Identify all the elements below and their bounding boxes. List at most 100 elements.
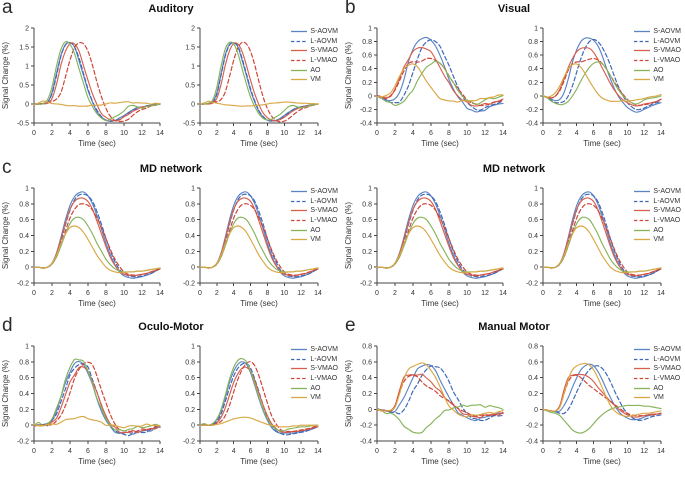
x-tick-label: 12 [297, 290, 305, 297]
y-tick-label: 0 [191, 102, 195, 109]
y-tick-label: 0.4 [19, 233, 29, 240]
series-line-l-aovm [542, 38, 662, 111]
y-tick-label: 0.4 [528, 375, 538, 382]
x-tick-label: 4 [411, 290, 415, 297]
panel-letter: d [2, 315, 13, 336]
y-tick-label: -0.2 [526, 107, 538, 114]
x-tick-label: 10 [623, 290, 631, 297]
series-line-vm [542, 362, 662, 418]
x-tick-label: 8 [447, 290, 451, 297]
legend: S-AOVM L-AOVM S-VMAO L-VMAO AO VM [291, 27, 338, 85]
x-tick-label: 10 [623, 448, 631, 455]
y-tick-label: 0.4 [362, 233, 372, 240]
y-tick-label: 0.6 [19, 217, 29, 224]
legend-item-l-aovm: L-AOVM [634, 37, 681, 47]
legend-line-sample [291, 239, 308, 241]
series-line-l-aovm [376, 193, 504, 278]
legend-item-s-aovm: S-AOVM [634, 187, 681, 197]
series-line-l-aovm [542, 365, 662, 422]
x-tick-label: 0 [375, 448, 379, 455]
x-tick-label: 0 [375, 130, 379, 137]
legend-item-l-aovm: L-AOVM [634, 197, 681, 207]
series-line-ao [199, 358, 319, 432]
x-tick-label: 10 [120, 130, 128, 137]
legend-line-sample [291, 31, 308, 33]
y-tick-label: 1 [25, 186, 29, 193]
legend-item-s-aovm: S-AOVM [291, 345, 338, 355]
legend-label: AO [310, 226, 321, 234]
x-tick-label: 4 [575, 448, 579, 455]
y-tick-label: 0.2 [528, 80, 538, 87]
legend-item-l-vmao: L-VMAO [291, 374, 338, 384]
y-tick-label: 0.6 [362, 53, 372, 60]
x-tick-label: 0 [541, 130, 545, 137]
y-tick-label: 0.5 [19, 83, 29, 90]
x-tick-label: 12 [297, 448, 305, 455]
x-tick-label: 10 [463, 290, 471, 297]
legend-line-sample [634, 79, 651, 81]
legend: S-AOVM L-AOVM S-VMAO L-VMAO AO VM [291, 187, 338, 245]
x-tick-label: 14 [156, 290, 164, 297]
legend-line-sample [291, 349, 308, 351]
legend-item-s-vmao: S-VMAO [634, 46, 681, 56]
series-line-l-vmao [199, 41, 319, 123]
series-line-l-aovm [199, 193, 319, 278]
legend-line-sample [634, 69, 651, 71]
y-tick-label: 0.2 [19, 407, 29, 414]
legend-line-sample [634, 59, 651, 62]
y-tick-label: 0.6 [362, 359, 372, 366]
x-tick-label: 6 [592, 448, 596, 455]
x-tick-label: 14 [657, 130, 665, 137]
series-line-l-aovm [33, 193, 161, 278]
legend-label: S-AOVM [310, 346, 338, 354]
legend-label: AO [653, 66, 664, 74]
series-line-l-vmao [376, 203, 504, 276]
legend-item-l-vmao: L-VMAO [634, 56, 681, 66]
y-tick-label: 0.2 [19, 249, 29, 256]
y-tick-label: 1.5 [19, 45, 29, 52]
x-tick-label: 2 [558, 448, 562, 455]
series-line-vm [376, 225, 504, 274]
x-tick-label: 0 [541, 290, 545, 297]
series-line-vm [199, 416, 319, 428]
y-tick-label: 0.4 [19, 391, 29, 398]
legend-label: L-AOVM [653, 197, 681, 205]
series-line-s-aovm [376, 363, 504, 422]
legend-item-s-vmao: S-VMAO [291, 364, 338, 374]
y-tick-label: 1 [25, 64, 29, 71]
x-tick-label: 10 [120, 290, 128, 297]
legend-label: L-AOVM [653, 355, 681, 363]
legend-line-sample [291, 387, 308, 389]
legend-line-sample [634, 368, 651, 370]
legend-line-sample [634, 50, 651, 52]
x-tick-label: 0 [198, 130, 202, 137]
legend-label: L-VMAO [310, 375, 338, 383]
y-tick-label: -0.2 [360, 423, 372, 430]
x-tick-label: 4 [68, 290, 72, 297]
y-tick-label: 0.6 [185, 375, 195, 382]
series-line-vm [199, 100, 319, 107]
legend-item-l-vmao: L-VMAO [634, 374, 681, 384]
legend-label: VM [310, 76, 321, 84]
y-axis-label: Signal Change (%) [344, 360, 353, 427]
legend-label: VM [653, 394, 664, 402]
series-line-vm [33, 100, 161, 107]
legend-item-ao: AO [291, 65, 338, 75]
series-line-l-aovm [542, 193, 662, 278]
x-tick-label: 14 [657, 290, 665, 297]
panel-md-network-left: c MD network 1 0.8 0.6 0.4 0.2 0 -0.2 0 2 4 6 8 10 12… [0, 157, 342, 318]
x-tick-label: 2 [393, 448, 397, 455]
legend-label: S-VMAO [310, 365, 338, 373]
legend-line-sample [291, 69, 308, 71]
x-tick-label: 14 [314, 290, 322, 297]
legend-label: S-AOVM [653, 28, 681, 36]
series-line-l-vmao [33, 203, 161, 276]
legend-item-vm: VM [291, 393, 338, 403]
x-tick-label: 4 [232, 290, 236, 297]
x-tick-label: 6 [429, 448, 433, 455]
x-tick-label: 2 [393, 130, 397, 137]
